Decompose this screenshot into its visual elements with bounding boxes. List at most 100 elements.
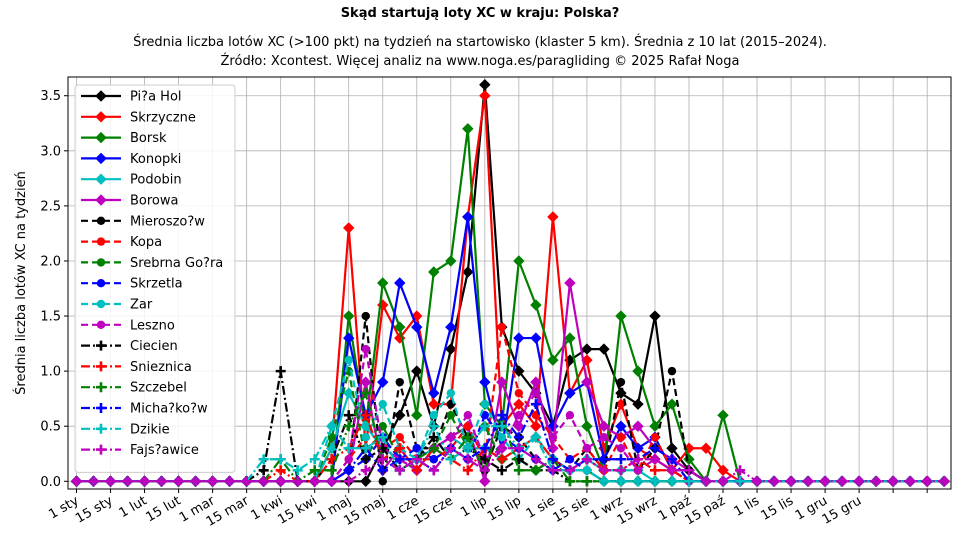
data-point [445,343,457,355]
data-point [445,443,456,454]
data-point [292,465,303,476]
data-point [480,410,490,420]
legend-item: Leszno [81,318,175,333]
data-point [360,443,371,454]
data-point [343,310,355,322]
data-point [411,409,423,421]
data-point [513,443,524,454]
legend-label: Srebrna Go?ra [130,256,223,271]
data-point [377,432,388,443]
legend-label: Pi?a Hol [130,90,182,105]
chart-subtitle-line-1: Średnia liczba lotów XC (>100 pkt) na ty… [133,34,827,50]
data-point [922,476,933,487]
data-point [581,476,592,487]
data-point [361,311,370,321]
data-point [275,366,286,377]
legend-marker [96,403,106,413]
data-point [615,310,627,322]
legend-label: Skrzyczne [130,110,196,125]
legend-marker [96,279,106,288]
data-point [360,475,372,487]
legend-item: Borowa [81,194,178,209]
data-point [598,454,609,465]
data-point [411,465,422,476]
data-point [445,454,456,465]
data-point [649,420,661,432]
data-point [122,476,133,487]
data-point [666,454,677,465]
data-point [939,476,950,487]
legend-marker [95,152,107,165]
data-point [445,255,457,267]
data-point [718,476,729,487]
data-point [650,433,660,442]
legend-label: Dzikie [130,422,170,437]
data-point [496,443,507,454]
data-point [632,454,643,465]
data-point [462,123,474,135]
y-axis-label: Średnia liczba lotów XC na tydzień [13,171,29,395]
data-point [344,455,353,464]
data-point [326,476,337,487]
data-point [344,355,353,365]
data-point [394,443,405,454]
data-point [700,442,712,454]
data-point [632,365,644,377]
data-point [871,476,882,487]
data-point [683,465,694,476]
data-point [735,465,746,476]
y-axis: 0.0 0.5 1.0 1.5 2.0 2.5 3.0 3.5 [40,89,68,490]
legend-marker [95,90,107,102]
data-point [275,454,286,465]
data-point [616,433,626,442]
data-point [530,299,542,311]
data-point [514,388,524,398]
data-point [462,211,474,223]
data-point [445,321,457,333]
data-point [428,465,439,476]
data-point [649,310,661,322]
legend-marker [96,299,106,309]
data-point [581,420,593,432]
legend-label: Micha?ko?w [130,402,208,417]
data-point [428,421,439,432]
data-point [666,398,678,410]
data-point [667,366,677,376]
data-point [854,476,865,487]
data-point [428,387,440,399]
data-point [581,376,593,388]
data-point [360,388,371,399]
legend-label: Leszno [130,318,175,333]
data-point [428,443,439,454]
data-point [496,421,507,432]
data-point [496,376,508,388]
data-point [581,343,593,355]
legend-item: Dzikie [81,422,170,437]
data-point [530,465,541,476]
legend-label: Borowa [130,194,178,209]
data-point [394,321,406,333]
data-point [616,377,626,387]
legend-marker [96,216,106,225]
data-point [530,432,541,443]
legend-label: Fajs?awice [130,443,199,458]
data-point [292,476,303,487]
data-point [598,343,610,355]
legend-item: Podobin [81,173,182,188]
legend-item: Konopki [81,152,181,167]
data-point [463,410,473,420]
data-point [394,454,405,465]
legend-label: Kopa [130,235,162,250]
data-point [615,465,626,476]
legend-item: Ciecien [81,339,178,354]
data-point [326,421,337,432]
data-point [462,454,473,465]
legend-marker [96,361,106,372]
legend-item: Srebrna Go?ra [81,256,223,271]
series-line [76,447,945,483]
legend-marker [96,258,106,267]
data-point [377,465,388,476]
legend-item: Snieznica [81,360,192,375]
y-tick-label: 2.0 [40,254,61,269]
legend-marker [95,131,107,144]
